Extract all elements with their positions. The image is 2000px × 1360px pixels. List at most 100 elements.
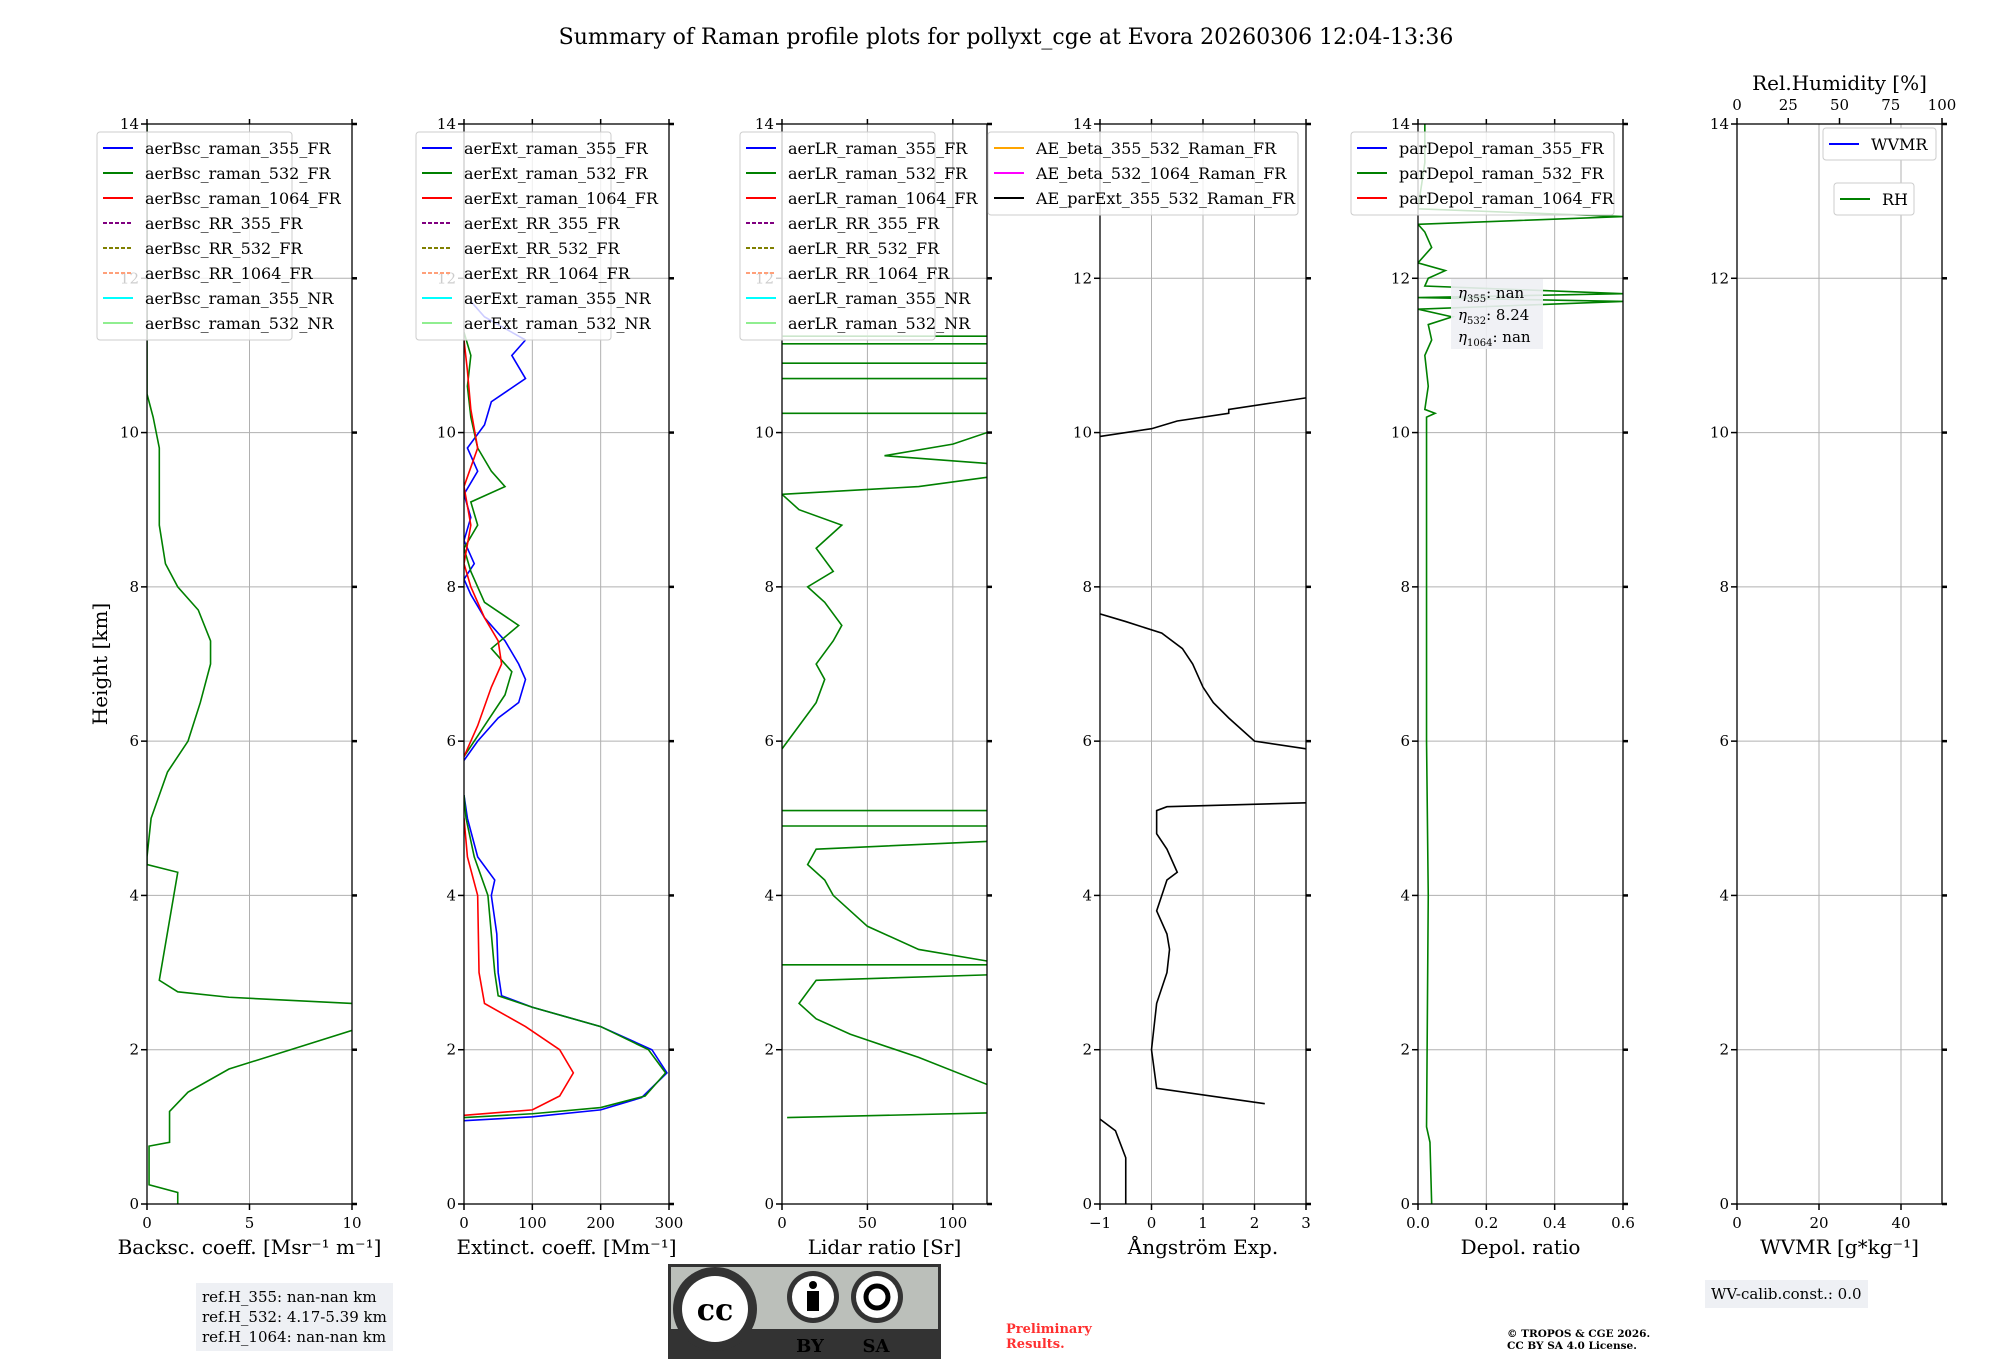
x-tick-label: 0: [1147, 1214, 1157, 1232]
copyright-line-2: CC BY SA 4.0 License.: [1507, 1340, 1637, 1352]
top-x-tick-label: 50: [1830, 96, 1849, 114]
svg-text:BY: BY: [796, 1336, 825, 1357]
x-tick-label: 100: [939, 1214, 968, 1232]
x-axis-label: Backsc. coeff. [Msr⁻¹ m⁻¹]: [118, 1235, 382, 1259]
y-tick-label: 0: [129, 1195, 139, 1213]
series-line-aerExt_raman_1064_FR: [464, 339, 503, 757]
series-line-AE_parExt_355_532_Raman_FR: [1100, 1118, 1127, 1204]
y-tick-label: 8: [1400, 578, 1410, 596]
x-axis-label: Depol. ratio: [1461, 1235, 1581, 1259]
legend-label: aerBsc_raman_1064_FR: [145, 189, 342, 208]
legend-label: aerBsc_raman_355_FR: [145, 139, 331, 158]
y-tick-label: 14: [1073, 115, 1092, 133]
series-line-aerExt_raman_355_FR: [464, 300, 527, 761]
series-line-aerExt_raman_355_FR: [464, 795, 668, 1122]
series-line-aerExt_raman_532_FR: [464, 795, 667, 1119]
legend-label: aerExt_RR_532_FR: [464, 239, 621, 258]
cc-by-sa-logo: cc BY SA: [668, 1264, 941, 1359]
legend: aerBsc_raman_355_FR aerBsc_raman_532_FRae…: [96, 131, 342, 341]
legend-label: aerLR_RR_532_FR: [788, 239, 940, 258]
series-line-aerLR_raman_532_FR: [884, 431, 987, 465]
legend-label: aerExt_raman_1064_FR: [464, 189, 659, 208]
legend-label: WVMR: [1871, 135, 1928, 154]
legend-label: aerLR_raman_355_NR: [788, 289, 971, 308]
y-tick-label: 12: [1710, 269, 1729, 287]
panel-2: 024681012140100200300Extinct. coeff. [Mm…: [415, 115, 684, 1259]
x-tick-label: 1: [1198, 1214, 1208, 1232]
y-tick-label: 4: [1400, 886, 1410, 904]
panel-1: 024681012140510Backsc. coeff. [Msr⁻¹ m⁻¹…: [96, 115, 382, 1259]
x-tick-label: 10: [342, 1214, 361, 1232]
series-line-aerBsc_raman_532_FR: [148, 1029, 352, 1204]
reference-height-box: ref.H_355: nan-nan km ref.H_532: 4.17-5.…: [196, 1283, 393, 1351]
legend-label: aerLR_RR_355_FR: [788, 214, 940, 233]
eta-value: 8.24: [1496, 306, 1529, 324]
x-tick-label: 0.2: [1474, 1214, 1498, 1232]
y-tick-label: 0: [1400, 1195, 1410, 1213]
svg-text:SA: SA: [863, 1336, 891, 1357]
y-tick-label: 12: [1073, 269, 1092, 287]
x-tick-label: 2: [1250, 1214, 1260, 1232]
series-line-aerLR_raman_532_FR: [782, 476, 987, 750]
axes-frame: [1736, 123, 1943, 1205]
ref-height-532: ref.H_532: 4.17-5.39 km: [202, 1308, 387, 1326]
top-x-tick-label: 0: [1732, 96, 1742, 114]
y-tick-label: 6: [764, 732, 774, 750]
legend-label: aerExt_raman_532_NR: [464, 314, 652, 333]
y-tick-label: 12: [1391, 269, 1410, 287]
panel-5: 0 2 4 6 8 10 12 14 0.0 0.2 0.4 0.6 Depol. ratio parDe…: [1350, 115, 1635, 1259]
y-tick-label: 14: [120, 115, 139, 133]
top-x-tick-label: 100: [1928, 96, 1957, 114]
y-tick-label: 4: [1719, 886, 1729, 904]
axes-frame: [781, 123, 988, 1205]
legend-label: AE_parExt_355_532_Raman_FR: [1035, 189, 1296, 208]
wv-calibration-box: WV-calib.const.: 0.0: [1705, 1280, 1868, 1308]
y-tick-label: 0: [446, 1195, 456, 1213]
y-tick-label: 10: [120, 424, 139, 442]
x-tick-label: 0.0: [1406, 1214, 1430, 1232]
x-tick-label: 0.6: [1611, 1214, 1635, 1232]
y-tick-label: 8: [1719, 578, 1729, 596]
preliminary-results-note: Preliminary Results.: [1006, 1322, 1092, 1352]
svg-text:η532: 8.24: η532: 8.24: [1458, 306, 1529, 327]
legend-label: aerExt_RR_355_FR: [464, 214, 621, 233]
y-tick-label: 2: [1719, 1041, 1729, 1059]
series-line-parDepol_raman_532_FR: [1418, 124, 1623, 1204]
x-axis-label: Ångström Exp.: [1127, 1234, 1278, 1259]
legend-label: parDepol_raman_1064_FR: [1399, 189, 1615, 208]
series-line-aerLR_raman_532_FR: [798, 974, 987, 1086]
y-tick-label: 4: [129, 886, 139, 904]
x-axis-label: Lidar ratio [Sr]: [808, 1235, 962, 1259]
legend-label: aerExt_RR_1064_FR: [464, 264, 631, 283]
y-tick-label: 8: [764, 578, 774, 596]
y-tick-label: 8: [129, 578, 139, 596]
x-tick-label: 100: [518, 1214, 547, 1232]
preliminary-line-2: Results.: [1006, 1337, 1065, 1352]
legend-label: aerExt_raman_355_NR: [464, 289, 652, 308]
axes-frame: [1417, 123, 1624, 1205]
svg-text:cc: cc: [697, 1293, 734, 1328]
x-tick-label: 200: [586, 1214, 615, 1232]
x-tick-label: 20: [1809, 1214, 1828, 1232]
legend-label: AE_beta_355_532_Raman_FR: [1035, 139, 1277, 158]
y-tick-label: 14: [1391, 115, 1410, 133]
y-tick-label: 2: [129, 1041, 139, 1059]
series-line-AE_parExt_355_532_Raman_FR: [1100, 397, 1306, 438]
y-tick-label: 8: [446, 578, 456, 596]
axes-frame: [463, 123, 670, 1205]
x-tick-label: 300: [655, 1214, 684, 1232]
x-axis-label: WVMR [g*kg⁻¹]: [1760, 1235, 1919, 1259]
series-line-aerBsc_raman_532_FR: [147, 124, 352, 1005]
y-tick-label: 4: [764, 886, 774, 904]
y-tick-label: 2: [1082, 1041, 1092, 1059]
y-tick-label: 0: [1719, 1195, 1729, 1213]
y-tick-label: 6: [446, 732, 456, 750]
x-tick-label: 3: [1301, 1214, 1311, 1232]
x-tick-label: 0: [142, 1214, 152, 1232]
figure-title: Summary of Raman profile plots for polly…: [559, 25, 1454, 50]
series-line-aerExt_raman_1064_FR: [464, 818, 575, 1117]
legend: aerExt_raman_355_FR aerExt_raman_532_FRae…: [415, 131, 659, 341]
x-tick-label: 0: [777, 1214, 787, 1232]
ref-height-355: ref.H_355: nan-nan km: [202, 1288, 377, 1306]
